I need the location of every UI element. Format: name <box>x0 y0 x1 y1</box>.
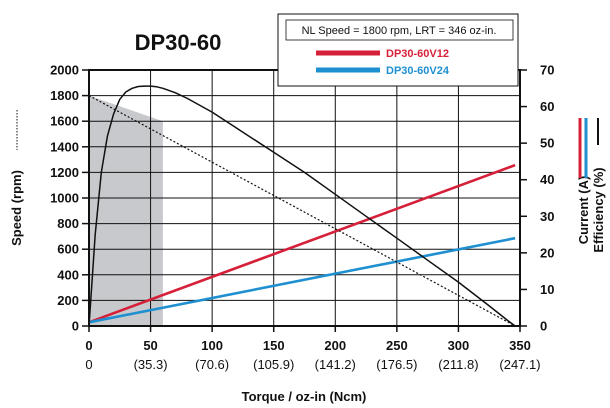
x-tick-sublabel: (211.8) <box>438 357 478 372</box>
x-tick-sublabel: 0 <box>85 357 92 372</box>
y-right-tick-label: 50 <box>540 136 554 151</box>
left-axis-title: Speed (rpm) <box>9 170 24 246</box>
grid-layer <box>89 70 520 326</box>
x-tick-label: 50 <box>143 338 157 353</box>
x-tick-sublabel: (247.1) <box>499 357 540 372</box>
x-tick-label: 300 <box>448 338 470 353</box>
series-efficiency <box>88 85 516 327</box>
shaded-region-layer <box>89 95 163 326</box>
legend-label-v12: DP30-60V12 <box>386 48 449 60</box>
tick-layer: 0200400600800100012001400160018002000010… <box>50 63 554 373</box>
y-left-tick-label: 1400 <box>50 139 79 154</box>
x-tick-label: 0 <box>85 338 92 353</box>
x-tick-sublabel: (176.5) <box>376 357 417 372</box>
y-right-tick-label: 0 <box>540 319 547 334</box>
y-right-tick-label: 40 <box>540 172 554 187</box>
y-left-tick-label: 600 <box>57 242 79 257</box>
y-left-tick-label: 200 <box>57 293 79 308</box>
right-axis-title-efficiency: Efficiency (%) <box>591 167 606 252</box>
y-left-tick-label: 1000 <box>50 191 79 206</box>
chart-title: DP30-60 <box>135 30 222 55</box>
y-left-tick-label: 2000 <box>50 63 79 78</box>
legend-note: NL Speed = 1800 rpm, LRT = 346 oz-in. <box>302 25 497 37</box>
y-right-tick-label: 20 <box>540 245 554 260</box>
x-tick-label: 250 <box>386 338 408 353</box>
x-tick-label: 200 <box>324 338 346 353</box>
y-left-tick-label: 1200 <box>50 165 79 180</box>
x-tick-label: 150 <box>263 338 285 353</box>
x-tick-sublabel: (105.9) <box>253 357 294 372</box>
y-left-tick-label: 800 <box>57 216 79 231</box>
x-tick-sublabel: (141.2) <box>315 357 356 372</box>
right-axis-title-current: Current (A) <box>576 176 591 245</box>
y-right-tick-label: 30 <box>540 209 554 224</box>
y-left-tick-label: 0 <box>72 319 79 334</box>
x-tick-sublabel: (35.3) <box>134 357 168 372</box>
legend-label-v24: DP30-60V24 <box>386 65 450 77</box>
legend: NL Speed = 1800 rpm, LRT = 346 oz-in. DP… <box>277 13 519 87</box>
y-left-tick-label: 400 <box>57 267 79 282</box>
series-layer <box>88 85 516 327</box>
x-tick-label: 350 <box>509 338 531 353</box>
y-right-tick-label: 10 <box>540 282 554 297</box>
y-left-tick-label: 1800 <box>50 88 79 103</box>
x-tick-label: 100 <box>201 338 223 353</box>
x-tick-sublabel: (70.6) <box>195 357 229 372</box>
y-right-tick-label: 60 <box>540 99 554 114</box>
y-left-tick-label: 1600 <box>50 114 79 129</box>
series-current-dp30-60v12 <box>88 163 516 324</box>
y-right-tick-label: 70 <box>540 63 554 78</box>
shaded-region <box>89 95 163 326</box>
series-current-dp30-60v24 <box>88 236 516 324</box>
legend-note-frame <box>285 19 514 41</box>
x-axis-title: Torque / oz-in (Ncm) <box>242 389 367 404</box>
series-speed <box>88 95 516 327</box>
